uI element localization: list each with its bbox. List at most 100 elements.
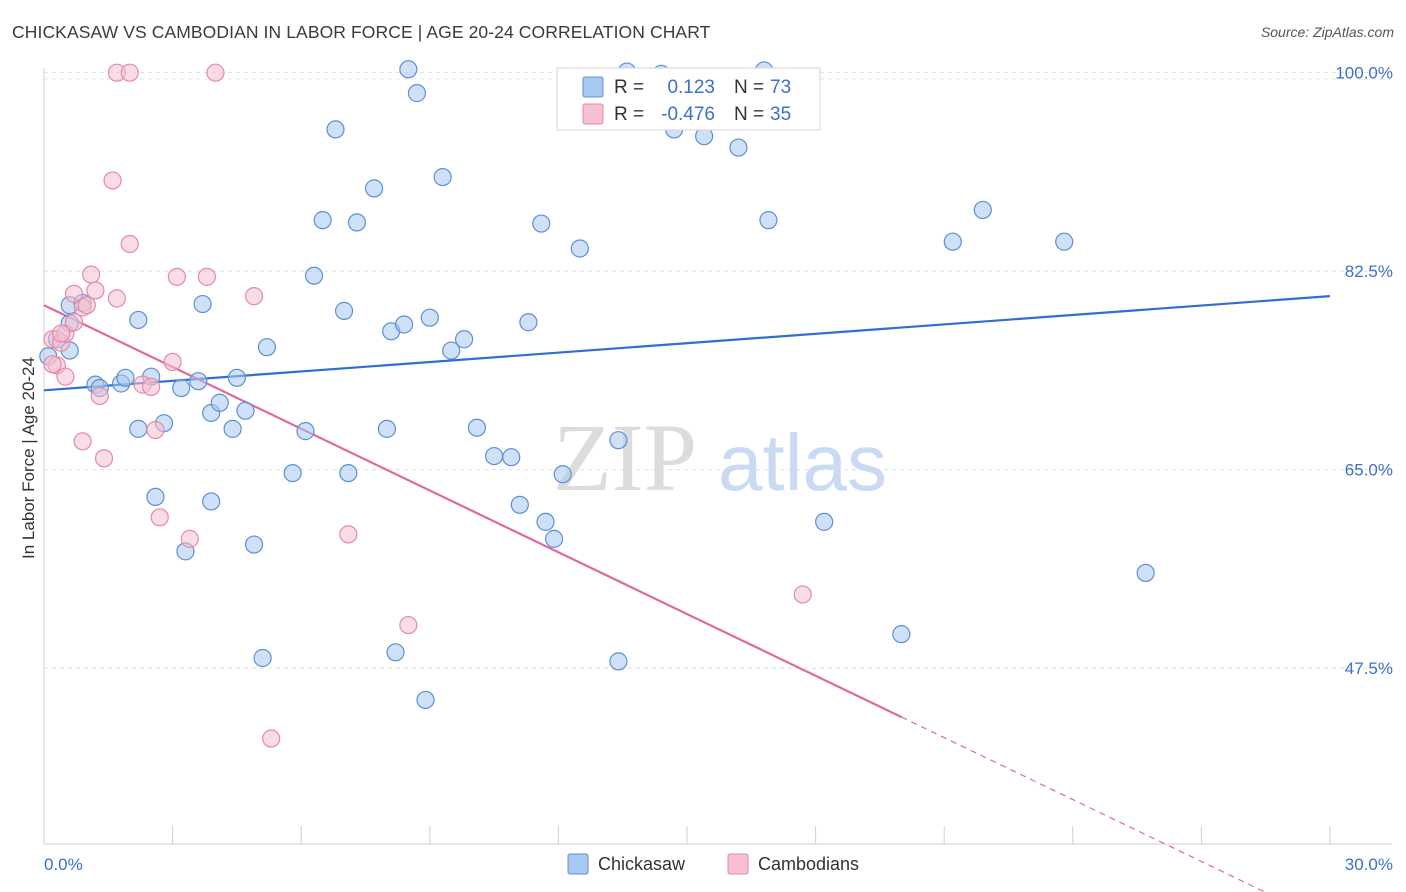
data-point [150,508,169,527]
data-point [244,535,264,554]
trend-line-extension [901,716,1267,892]
legend-swatch-chickasaw [582,76,604,98]
data-point [163,352,182,372]
data-point [197,267,216,286]
data-point [1136,563,1155,583]
tick-labels: 47.5% 65.0% 82.5% 100.0% 0.0% 30.0% [44,64,1393,874]
data-point [467,418,487,437]
data-points [39,60,1155,748]
data-point [43,355,62,374]
watermark: ZIP atlas [553,404,887,511]
data-point [815,512,834,531]
watermark-atlas: atlas [718,418,887,507]
data-point [206,63,225,82]
data-point [570,239,589,258]
data-point [223,419,242,438]
data-point [107,289,126,308]
y-tick-label: 47.5% [1345,659,1393,678]
data-point [82,265,101,284]
data-point [502,448,521,467]
data-point [454,330,474,349]
data-point [180,529,199,548]
series-cambodians [43,63,812,748]
data-point [236,401,255,420]
data-point [120,63,139,82]
data-point [86,281,105,300]
data-point [545,529,564,548]
data-point [262,729,281,748]
data-point [407,84,427,103]
data-point [64,313,84,332]
data-point [1055,232,1074,251]
data-point [142,377,161,396]
data-point [609,431,628,450]
data-point [193,294,212,314]
data-point [973,200,992,220]
data-point [394,315,414,334]
data-point [729,138,748,157]
data-point [244,287,264,306]
data-point [172,378,191,398]
y-tick-label: 82.5% [1345,262,1393,281]
data-point [442,341,461,360]
data-point [94,449,114,468]
legend-swatch-cambodians [582,103,604,125]
chart-source: Source: ZipAtlas.com [1260,24,1394,40]
data-point [892,625,911,644]
data-point [304,266,324,285]
data-point [313,211,332,230]
data-point [116,368,135,387]
legend-n-label-2: N = [734,104,764,125]
data-point [364,179,384,198]
series-chickasaw [39,60,1155,710]
legend-r-label-2: R = [614,104,644,125]
legend: R = 0.123 N = 73 R = -0.476 N = 35 [556,67,821,131]
trend-line [43,304,902,718]
x-tick-label: 30.0% [1345,855,1393,874]
data-point [399,615,418,635]
legend-r-value-2: -0.476 [661,104,715,125]
x-tick-label: 0.0% [44,855,83,874]
legend-r-label-1: R = [614,77,644,98]
axes [43,68,1392,845]
grid-lines [44,72,1392,669]
data-point [326,120,345,139]
data-point [296,422,315,441]
data-point [202,492,221,511]
data-point [146,420,165,440]
data-point [510,495,529,514]
legend-n-value-1: 73 [770,77,791,98]
trend-line [43,295,1331,392]
data-point [793,585,812,604]
watermark-zip: ZIP [553,404,697,511]
data-point [532,214,551,233]
legend-r-value-1: 0.123 [667,77,715,98]
data-point [339,525,358,544]
data-point [73,432,92,451]
data-point [77,296,96,315]
data-point [609,652,628,671]
data-point [386,643,405,662]
y-tick-label: 100.0% [1335,64,1393,83]
data-point [334,301,354,320]
chart-title: CHICKASAW VS CAMBODIAN IN LABOR FORCE | … [12,22,711,42]
trend-lines [43,295,1331,892]
data-point [129,419,148,438]
data-point [759,211,778,230]
data-point [52,324,71,343]
data-point [64,284,84,303]
data-point [553,465,572,484]
data-point [339,463,358,483]
data-point [210,393,229,412]
bottom-legend: Chickasaw Cambodians [567,853,859,875]
data-point [519,313,538,332]
bottom-legend-swatch-cambodians [727,853,749,875]
data-point [129,310,148,330]
data-point [377,419,397,438]
bottom-legend-swatch-chickasaw [567,853,589,875]
data-point [120,234,139,254]
data-point [90,386,109,406]
data-point [943,232,962,251]
data-point [420,308,439,327]
